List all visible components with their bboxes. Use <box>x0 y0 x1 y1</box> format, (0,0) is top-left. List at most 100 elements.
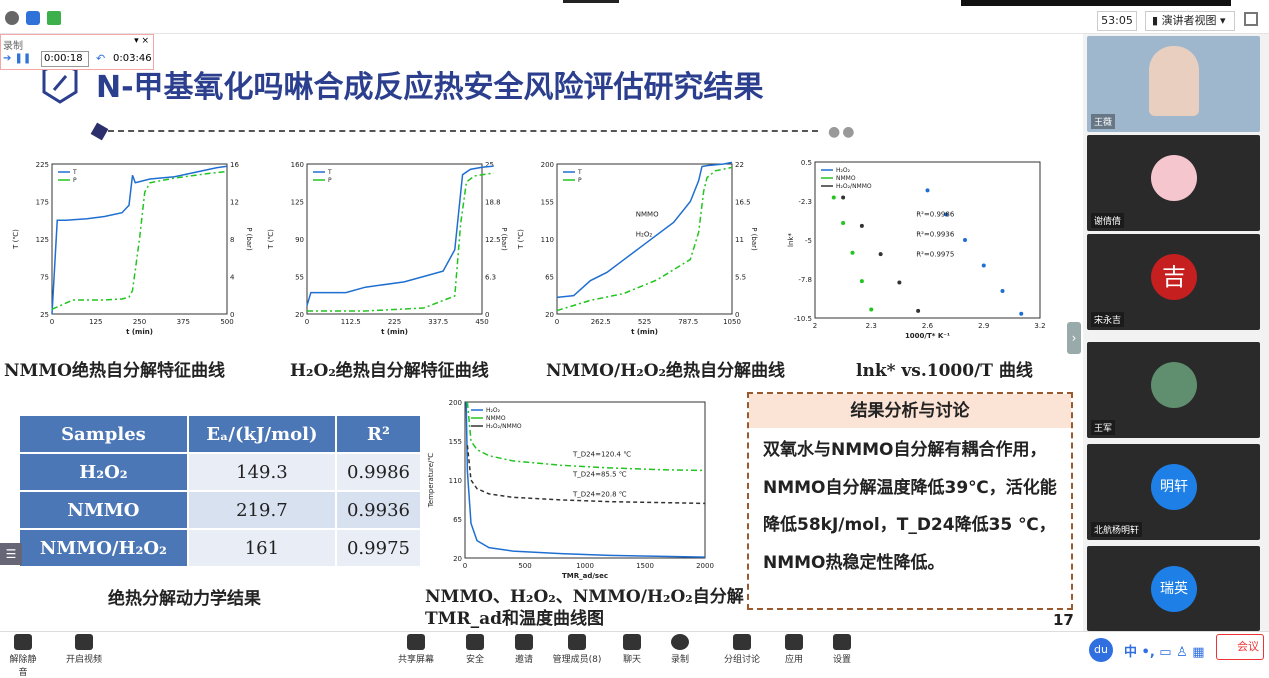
shield-icon <box>466 634 484 650</box>
legend-label: P <box>578 177 582 184</box>
analysis-box: 结果分析与讨论 双氧水与NMMO自分解有耦合作用，NMMO自分解温度降低39℃，… <box>747 392 1073 610</box>
list-icon[interactable]: ☰ <box>0 543 22 565</box>
analysis-header: 结果分析与讨论 <box>749 394 1071 428</box>
participant-tile[interactable]: 明轩 北航杨明轩 <box>1087 444 1260 540</box>
y-tick-label: 155 <box>541 199 554 207</box>
invite-button[interactable]: 邀请 <box>512 634 536 665</box>
legend-label: T <box>327 169 332 176</box>
y-axis-label: T (℃) <box>267 229 275 250</box>
y-tick-label: 75 <box>40 274 49 282</box>
info-icon[interactable] <box>5 11 19 25</box>
ime-toolbar[interactable]: 中 •, ▭ ♙ ▦ <box>1124 645 1205 660</box>
data-point <box>963 238 967 242</box>
x-tick-label: 3.2 <box>1034 322 1045 330</box>
x-tick-label: 250 <box>133 318 146 326</box>
chat-label: 聊天 <box>622 655 641 665</box>
y-tick-label: 110 <box>449 477 462 485</box>
avatar <box>1151 362 1197 408</box>
y-tick-label: -2.3 <box>798 198 812 206</box>
caption-h2o2: H₂O₂绝热自分解特征曲线 <box>290 361 489 381</box>
record-button[interactable]: 录制 <box>668 634 692 665</box>
y2-tick-label: 12.5 <box>485 236 501 244</box>
avatar: 吉 <box>1151 254 1197 300</box>
start-video-button[interactable]: 开启视频 <box>66 634 102 665</box>
undo-icon[interactable]: ↶ <box>96 52 106 65</box>
y2-tick-label: 12 <box>230 199 239 207</box>
recorder-widget[interactable]: 录制 ▾ × ➔ ❚❚ 0:00:18 ↶ 0:03:46 <box>0 34 154 70</box>
y2-tick-label: 11 <box>735 236 744 244</box>
data-point <box>859 223 864 228</box>
participant-tile[interactable]: 谢倩倩 <box>1087 135 1260 231</box>
data-point <box>841 195 846 200</box>
view-label: 演讲者视图 <box>1161 14 1217 27</box>
chart-annotation: R²=0.9975 <box>916 251 954 259</box>
breakout-button[interactable]: 分组讨论 <box>722 634 762 665</box>
participant-name: 王军 <box>1091 420 1116 435</box>
caption-lnk: lnk* vs.1000/T 曲线 <box>856 361 1033 381</box>
legend-label: P <box>73 177 77 184</box>
y2-tick-label: 22 <box>735 161 744 169</box>
data-point <box>944 212 949 217</box>
security-button[interactable]: 安全 <box>463 634 487 665</box>
add-user-icon <box>515 634 533 650</box>
y2-tick-label: 6.3 <box>485 274 496 282</box>
manage-members-button[interactable]: 管理成员(8) <box>552 634 602 665</box>
settings-button[interactable]: 设置 <box>830 634 854 665</box>
y-axis-label: Temperature/℃ <box>427 453 435 509</box>
header-samples: Samples <box>18 414 189 454</box>
signal-icon[interactable] <box>47 11 61 25</box>
y-tick-label: -5 <box>805 237 812 245</box>
x-tick-label: 2.9 <box>978 322 989 330</box>
x-tick-label: 0 <box>50 318 54 326</box>
plot-frame <box>556 163 733 315</box>
leave-meeting-button[interactable]: 会议 <box>1216 634 1264 660</box>
participant-tile[interactable]: 王薇 <box>1087 36 1260 132</box>
legend-label: P <box>328 177 332 184</box>
x-tick-label: 1500 <box>636 562 654 570</box>
participant-tile[interactable]: 瑞英 <box>1087 546 1260 631</box>
x-tick-label: 2 <box>813 322 817 330</box>
recorder-label: 录制 <box>3 41 23 52</box>
y-tick-label: 55 <box>295 274 304 282</box>
fullscreen-icon[interactable] <box>1244 12 1258 26</box>
series-line <box>51 170 228 310</box>
unmute-button[interactable]: 解除静音 <box>6 634 40 678</box>
du-ime-icon[interactable]: du <box>1089 638 1113 662</box>
data-point <box>1019 311 1024 316</box>
shared-slide: 录制 ▾ × ➔ ❚❚ 0:00:18 ↶ 0:03:46 N-甲基氧化吗啉合成… <box>0 34 1083 631</box>
share-icon <box>407 634 425 650</box>
x-tick-label: 125 <box>89 318 102 326</box>
data-point <box>1000 289 1005 294</box>
x-tick-label: 500 <box>220 318 233 326</box>
legend-label: T <box>577 169 582 176</box>
y2-tick-label: 18.8 <box>485 199 501 207</box>
series-line <box>51 165 228 315</box>
participant-tile[interactable]: 吉 宋永吉 <box>1087 234 1260 330</box>
chart-annotation: T_D24=20.8 ℃ <box>572 491 627 499</box>
chart-annotation: R²=0.9986 <box>916 211 955 219</box>
x-tick-label: 2.6 <box>922 322 934 330</box>
chart-annotation: T_D24=85.5 ℃ <box>572 471 627 479</box>
speaker-view-button[interactable]: ▮ 演讲者视图 ▾ <box>1145 11 1235 31</box>
hexagon-bullet-icon <box>90 122 109 141</box>
series-line <box>466 401 706 472</box>
table-cell-ea: 149.3 <box>186 452 337 492</box>
recorder-controls-icon[interactable]: ➔ ❚❚ <box>3 53 32 64</box>
participant-panel: 王薇 谢倩倩 吉 宋永吉 王军 明轩 北航杨明轩 瑞英 <box>1083 34 1269 631</box>
apps-button[interactable]: 应用 <box>782 634 806 665</box>
chart-annotation: R²=0.9936 <box>916 231 955 239</box>
y-axis-label: T (℃) <box>517 229 525 250</box>
top-edge-fragment <box>961 0 1231 6</box>
table-row-sample: NMMO/H₂O₂ <box>18 528 189 568</box>
recorder-close-icon[interactable]: ▾ × <box>134 36 149 46</box>
participant-name: 谢倩倩 <box>1091 213 1125 228</box>
x-tick-label: 1000 <box>576 562 594 570</box>
chat-button[interactable]: 聊天 <box>620 634 644 665</box>
share-screen-button[interactable]: 共享屏幕 <box>398 634 434 665</box>
participant-name: 宋永吉 <box>1091 312 1125 327</box>
chart-annotation: T_D24=120.4 ℃ <box>572 451 631 459</box>
chevron-right-icon[interactable]: › <box>1067 322 1081 354</box>
apps-icon <box>785 634 803 650</box>
participant-tile[interactable]: 王军 <box>1087 342 1260 438</box>
shield-icon[interactable] <box>26 11 40 25</box>
